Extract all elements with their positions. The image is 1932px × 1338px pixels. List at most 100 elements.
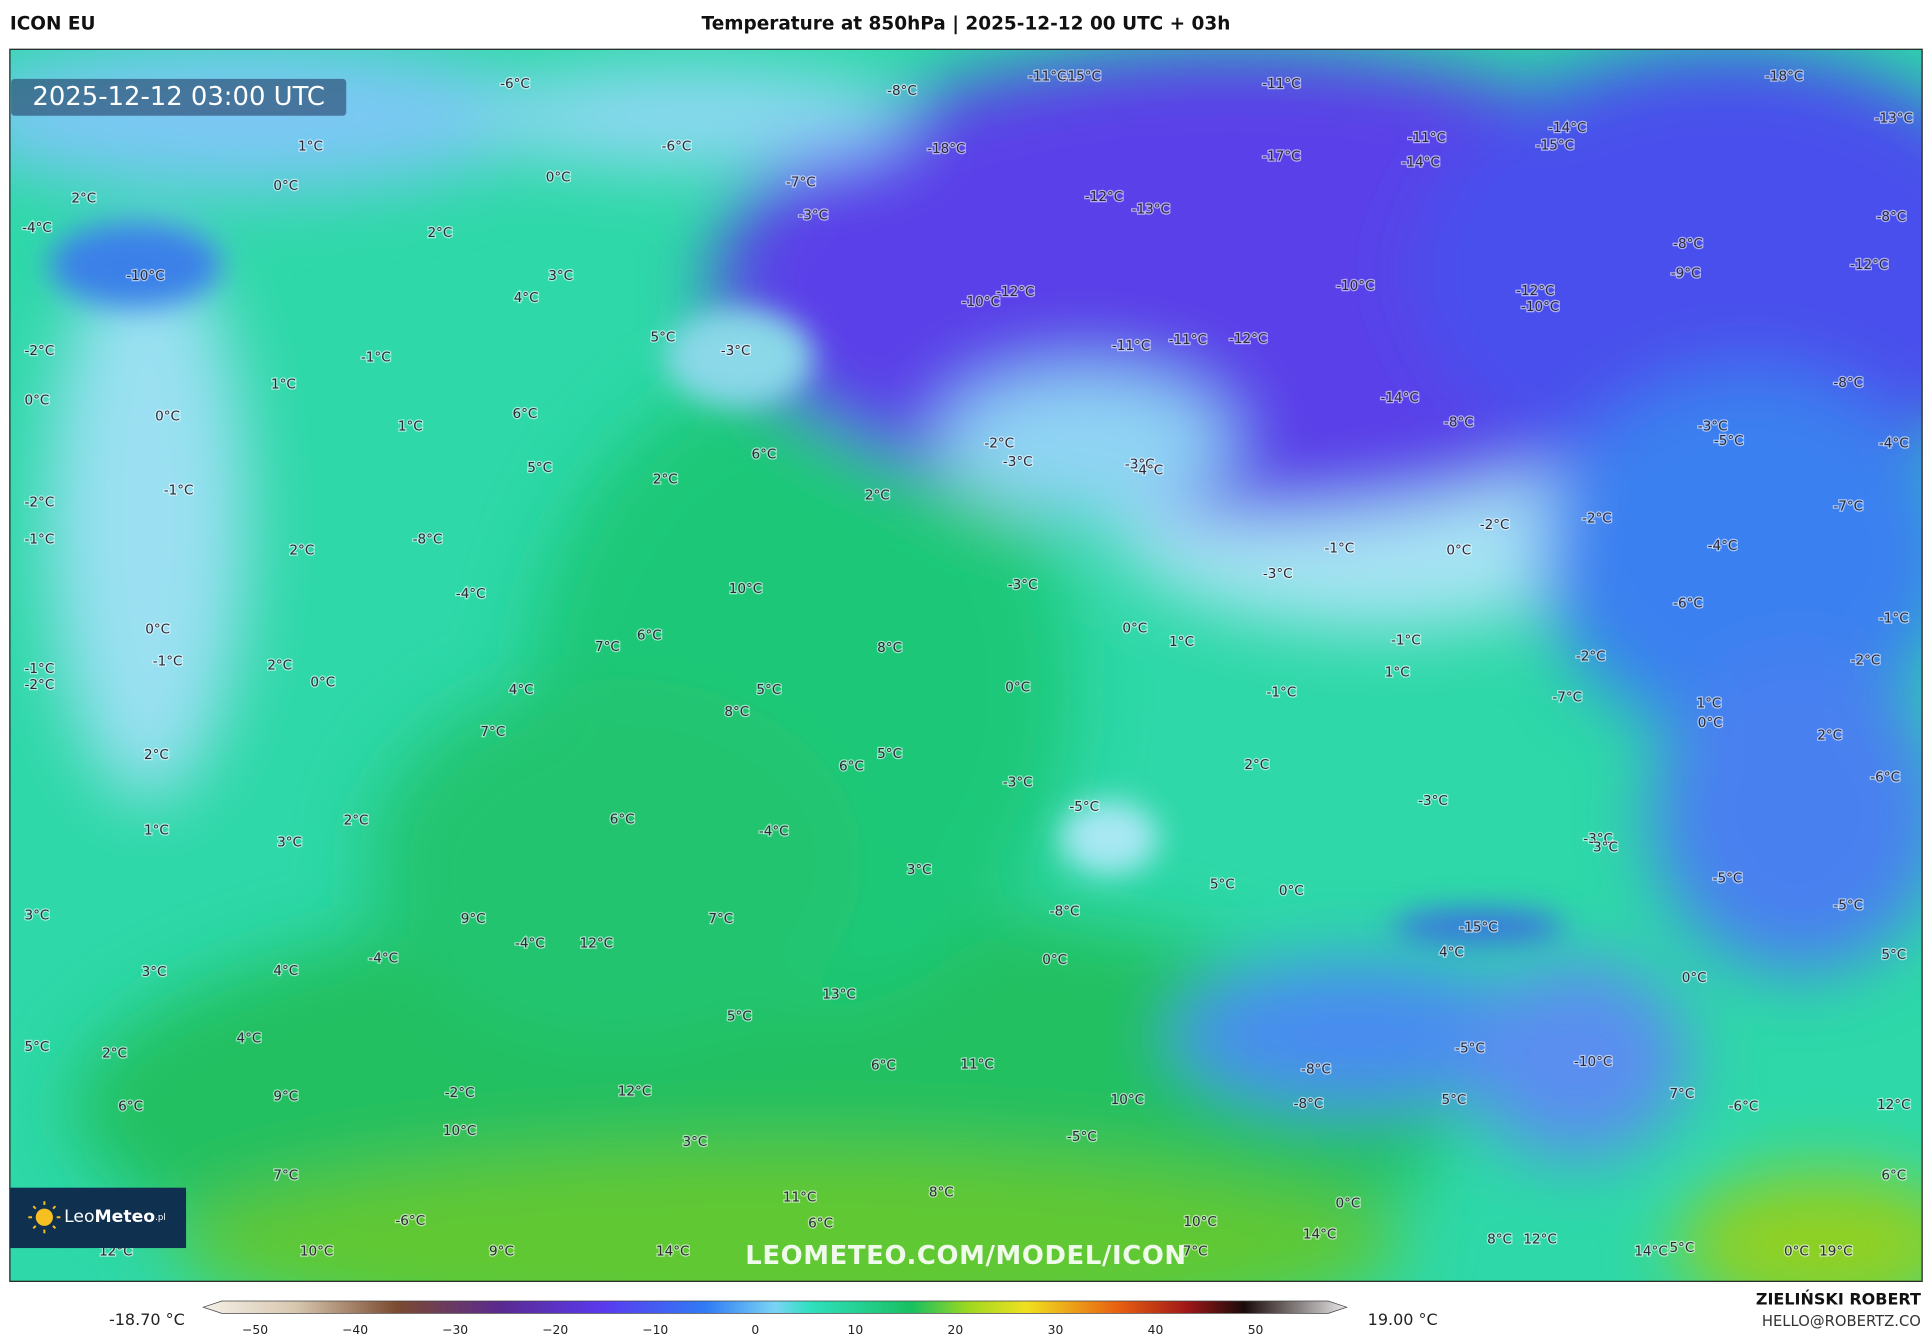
temperature-label: 6°C xyxy=(839,758,864,774)
temperature-label: -15°C xyxy=(1459,920,1497,936)
temperature-label: -14°C xyxy=(1548,120,1586,136)
temperature-label: 5°C xyxy=(527,460,552,476)
temperature-label: 9°C xyxy=(489,1244,514,1260)
temperature-label: -2°C xyxy=(25,343,55,359)
temperature-label: -2°C xyxy=(1576,649,1606,665)
temperature-label: 0°C xyxy=(1122,620,1147,636)
temperature-label: -6°C xyxy=(395,1213,425,1229)
title: Temperature at 850hPa | 2025-12-12 00 UT… xyxy=(702,14,1231,35)
temperature-label: 4°C xyxy=(1439,944,1464,960)
logo-meteo: Meteo xyxy=(95,1207,156,1227)
colorbar-tick-label: −20 xyxy=(542,1323,568,1337)
temperature-label: -11°C xyxy=(1112,338,1150,354)
temperature-label: 19°C xyxy=(1819,1244,1852,1260)
temperature-label: 8°C xyxy=(1487,1231,1512,1247)
temperature-label: -1°C xyxy=(1324,540,1354,556)
temperature-label: 11°C xyxy=(960,1056,993,1072)
temperature-label: -12°C xyxy=(1085,189,1123,205)
temperature-label: 10°C xyxy=(1183,1214,1216,1230)
temperature-label: 5°C xyxy=(1210,877,1235,893)
colorbar-tick-label: −30 xyxy=(442,1323,468,1337)
temperature-label: 9°C xyxy=(273,1089,298,1105)
temperature-label: 12°C xyxy=(580,936,613,952)
temperature-label: 6°C xyxy=(751,447,776,463)
temperature-label: 3°C xyxy=(277,835,302,851)
temperature-label: -1°C xyxy=(153,654,183,670)
temperature-label: 14°C xyxy=(1634,1244,1667,1260)
temperature-label: 0°C xyxy=(1682,970,1707,986)
temperature-label: -8°C xyxy=(1444,415,1474,431)
temperature-label: 0°C xyxy=(1698,715,1723,731)
temperature-label: -5°C xyxy=(1067,1129,1097,1145)
temperature-label: 2°C xyxy=(1817,728,1842,744)
temperature-label: 7°C xyxy=(480,724,505,740)
temperature-label: -3°C xyxy=(798,208,828,224)
temperature-label: 3°C xyxy=(25,907,50,923)
temperature-label: 1°C xyxy=(271,376,296,392)
logo-rays xyxy=(28,1201,61,1234)
colorbar-max: 19.00 °C xyxy=(1368,1310,1438,1329)
temperature-label: 4°C xyxy=(273,963,298,979)
temperature-label: -8°C xyxy=(887,83,917,99)
temperature-label: -4°C xyxy=(1133,463,1163,479)
colorbar-ticks: −50 −40 −30 −20 −10 0 10 20 30 40 50 xyxy=(242,1323,1263,1337)
colorbar-tick-label: 20 xyxy=(948,1323,964,1337)
colorbar-tick-label: 50 xyxy=(1248,1323,1264,1337)
temperature-label: 1°C xyxy=(144,822,169,838)
temperature-label: 5°C xyxy=(877,746,902,762)
temperature-label: 2°C xyxy=(267,657,292,673)
temperature-label: 1°C xyxy=(1385,665,1410,681)
temperature-label: -4°C xyxy=(1879,436,1909,452)
timestamp: 2025-12-12 03:00 UTC xyxy=(32,82,325,112)
temperature-label: 0°C xyxy=(273,178,298,194)
temperature-label: 3°C xyxy=(907,862,932,878)
colorbar-tick-label: −10 xyxy=(642,1323,668,1337)
temperature-label: 1°C xyxy=(1169,634,1194,650)
temperature-label: -2°C xyxy=(25,677,55,693)
temperature-label: -5°C xyxy=(1714,433,1744,449)
temperature-label: -5°C xyxy=(1455,1040,1485,1056)
temperature-label: -10°C xyxy=(1336,278,1374,294)
temperature-label: -14°C xyxy=(1381,390,1419,406)
logo-leo: Leo xyxy=(64,1207,94,1227)
temperature-label: 12°C xyxy=(618,1084,651,1100)
temperature-label: -4°C xyxy=(515,936,545,952)
temperature-label: -6°C xyxy=(1870,769,1900,785)
temperature-label: 13°C xyxy=(822,986,855,1002)
temperature-label: 7°C xyxy=(273,1167,298,1183)
temperature-label: 0°C xyxy=(155,408,180,424)
temperature-label: 0°C xyxy=(1005,679,1030,695)
temperature-label: -14°C xyxy=(1401,155,1439,171)
temperature-label: 5°C xyxy=(756,682,781,698)
temperature-label: -8°C xyxy=(1876,209,1906,225)
logo-sun xyxy=(35,1208,53,1226)
temperature-label: 0°C xyxy=(25,392,50,408)
temperature-label: 0°C xyxy=(1042,952,1067,968)
temperature-label: -7°C xyxy=(1552,689,1582,705)
temperature-label: -8°C xyxy=(1673,236,1703,252)
temperature-label: 8°C xyxy=(877,640,902,656)
temperature-label: 2°C xyxy=(427,225,452,241)
temperature-label: 3°C xyxy=(548,268,573,284)
map-frame xyxy=(9,48,1923,1282)
temperature-label: 6°C xyxy=(118,1098,143,1114)
temperature-label: 5°C xyxy=(25,1039,50,1055)
temperature-label: -18°C xyxy=(927,141,965,157)
temperature-label: -13°C xyxy=(1132,201,1170,217)
temperature-label: 6°C xyxy=(1881,1167,1906,1183)
temperature-label: -3°C xyxy=(1125,456,1155,472)
temperature-label: -1°C xyxy=(164,482,194,498)
logo-suffix: .pl xyxy=(155,1213,166,1223)
temperature-label: 12°C xyxy=(1523,1231,1556,1247)
temperature-label: 4°C xyxy=(509,682,534,698)
temperature-label: -7°C xyxy=(786,174,816,190)
temperature-label: -3°C xyxy=(1003,774,1033,790)
colorbar-tick-label: 30 xyxy=(1048,1323,1064,1337)
watermark: LEOMETEO.COM/MODEL/ICON xyxy=(745,1241,1186,1271)
model-name: ICON EU xyxy=(10,14,96,35)
temperature-label: -17°C xyxy=(1262,148,1300,164)
temperature-label: -1°C xyxy=(1879,610,1909,626)
temperature-label: -2°C xyxy=(1851,652,1881,668)
temperature-label: 0°C xyxy=(1784,1244,1809,1260)
